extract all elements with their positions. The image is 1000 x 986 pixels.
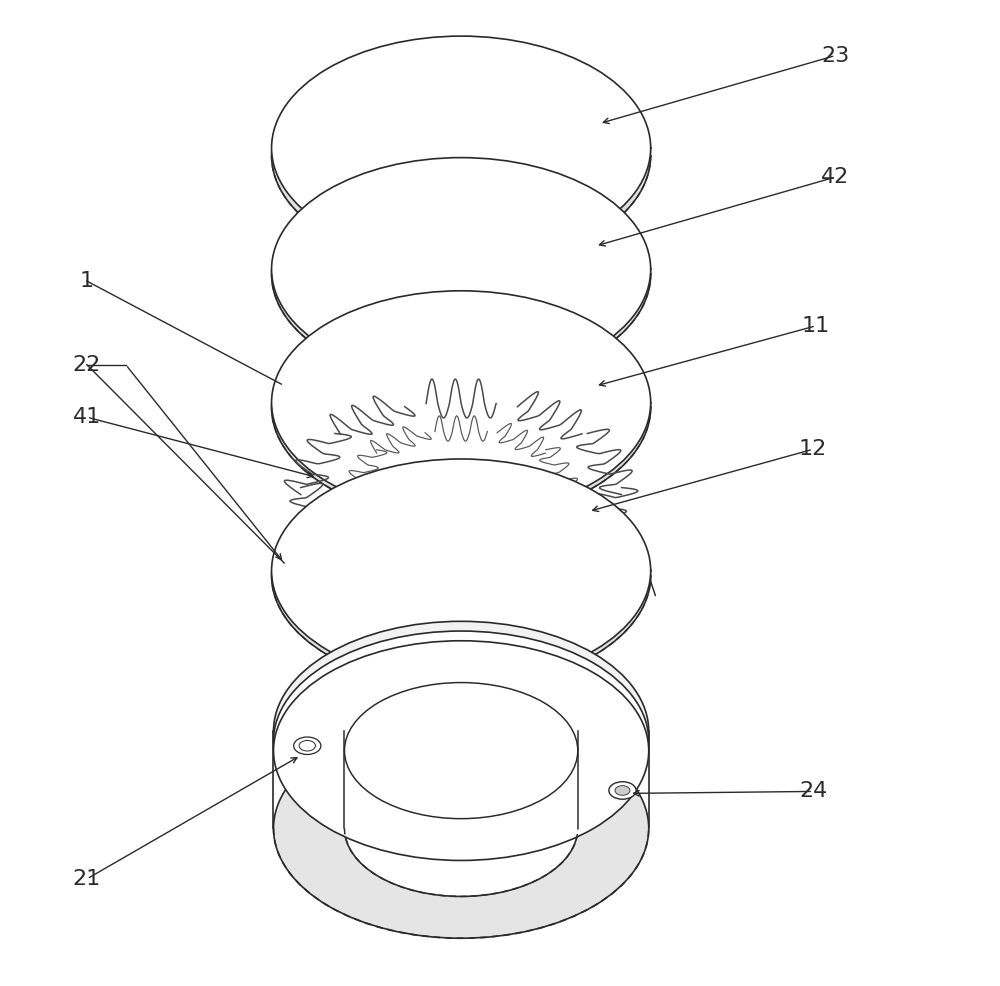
Ellipse shape xyxy=(299,740,315,751)
Text: 1: 1 xyxy=(80,271,94,291)
Ellipse shape xyxy=(272,158,651,382)
Polygon shape xyxy=(272,269,651,274)
Text: 24: 24 xyxy=(799,782,827,802)
Text: 23: 23 xyxy=(821,45,850,65)
Ellipse shape xyxy=(272,458,651,682)
Ellipse shape xyxy=(344,672,578,809)
Ellipse shape xyxy=(609,782,636,800)
Text: 21: 21 xyxy=(73,869,101,889)
Polygon shape xyxy=(272,571,651,576)
Text: 11: 11 xyxy=(802,316,830,336)
Text: 22: 22 xyxy=(73,355,101,375)
Ellipse shape xyxy=(273,621,649,841)
Ellipse shape xyxy=(273,631,649,851)
Polygon shape xyxy=(272,148,651,156)
Ellipse shape xyxy=(273,719,649,939)
Ellipse shape xyxy=(272,163,651,387)
Ellipse shape xyxy=(344,682,578,818)
Ellipse shape xyxy=(344,760,578,896)
Ellipse shape xyxy=(272,296,651,520)
Ellipse shape xyxy=(272,463,651,687)
Text: 12: 12 xyxy=(799,439,827,459)
Text: 41: 41 xyxy=(73,407,101,427)
Ellipse shape xyxy=(294,737,321,754)
Ellipse shape xyxy=(273,641,649,861)
Polygon shape xyxy=(272,402,651,407)
Ellipse shape xyxy=(272,36,651,259)
Ellipse shape xyxy=(615,786,630,796)
Ellipse shape xyxy=(272,291,651,515)
Text: 42: 42 xyxy=(821,167,850,187)
Ellipse shape xyxy=(344,664,578,800)
Ellipse shape xyxy=(272,44,651,267)
